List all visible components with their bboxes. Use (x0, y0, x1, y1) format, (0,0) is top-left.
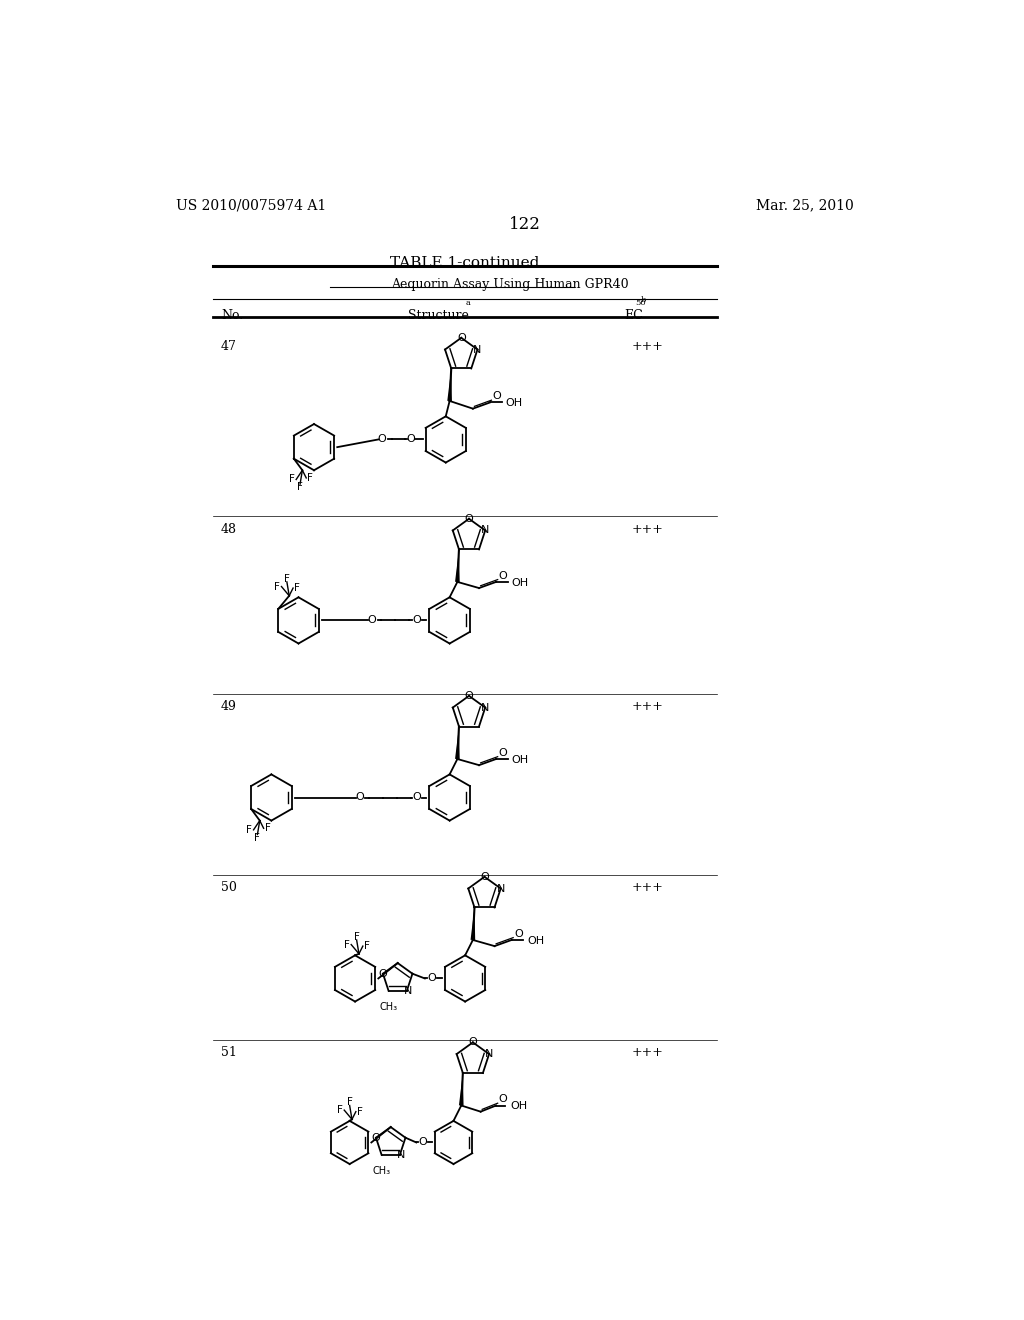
Text: Aequorin Assay Using Human GPR40: Aequorin Assay Using Human GPR40 (391, 277, 629, 290)
Text: CH₃: CH₃ (373, 1166, 391, 1176)
Text: O: O (412, 615, 421, 626)
Text: 50: 50 (221, 880, 237, 894)
Text: US 2010/0075974 A1: US 2010/0075974 A1 (176, 198, 327, 213)
Text: O: O (379, 969, 387, 978)
Text: O: O (418, 1138, 427, 1147)
Text: O: O (368, 615, 377, 626)
Text: EC: EC (624, 309, 643, 322)
Text: O: O (499, 1094, 507, 1105)
Text: 48: 48 (221, 523, 237, 536)
Text: Structure: Structure (408, 309, 468, 322)
Text: a: a (465, 298, 470, 306)
Text: N: N (485, 1049, 494, 1059)
Text: +++: +++ (632, 523, 664, 536)
Text: O: O (465, 690, 473, 701)
Text: F: F (297, 482, 303, 492)
Text: TABLE 1-continued: TABLE 1-continued (390, 256, 540, 271)
Text: F: F (347, 1097, 352, 1107)
Text: b: b (641, 296, 646, 304)
Text: O: O (427, 973, 436, 983)
Text: 47: 47 (221, 341, 237, 354)
Text: +++: +++ (632, 880, 664, 894)
Polygon shape (455, 726, 460, 759)
Text: O: O (499, 570, 507, 581)
Text: 50: 50 (636, 298, 646, 306)
Text: O: O (407, 434, 416, 445)
Text: N: N (481, 702, 489, 713)
Text: 51: 51 (221, 1047, 237, 1059)
Text: O: O (480, 871, 488, 882)
Text: OH: OH (512, 578, 528, 587)
Text: N: N (397, 1150, 406, 1160)
Text: N: N (481, 525, 489, 536)
Text: O: O (514, 929, 522, 939)
Text: F: F (289, 474, 295, 484)
Text: O: O (457, 333, 466, 343)
Text: N: N (404, 986, 413, 995)
Text: OH: OH (527, 936, 544, 945)
Text: O: O (465, 513, 473, 524)
Text: +++: +++ (632, 341, 664, 354)
Text: N: N (497, 883, 505, 894)
Text: F: F (294, 583, 300, 593)
Text: F: F (337, 1105, 342, 1115)
Polygon shape (455, 549, 460, 582)
Text: O: O (499, 748, 507, 758)
Text: 49: 49 (221, 700, 237, 713)
Text: O: O (372, 1133, 380, 1143)
Text: OH: OH (506, 399, 522, 408)
Text: F: F (353, 932, 359, 942)
Text: F: F (246, 825, 252, 834)
Text: O: O (355, 792, 365, 803)
Text: F: F (264, 824, 270, 833)
Text: F: F (364, 941, 370, 952)
Text: OH: OH (512, 755, 528, 764)
Text: O: O (493, 391, 501, 401)
Polygon shape (459, 1073, 464, 1106)
Text: O: O (412, 792, 421, 803)
Text: OH: OH (510, 1101, 527, 1111)
Text: CH₃: CH₃ (380, 1002, 397, 1011)
Polygon shape (471, 907, 475, 940)
Text: No.: No. (221, 309, 243, 322)
Text: F: F (307, 473, 313, 483)
Text: F: F (356, 1106, 362, 1117)
Text: F: F (344, 940, 349, 949)
Text: O: O (469, 1038, 477, 1047)
Text: Mar. 25, 2010: Mar. 25, 2010 (756, 198, 853, 213)
Text: O: O (378, 434, 387, 445)
Text: F: F (273, 582, 280, 591)
Text: +++: +++ (632, 700, 664, 713)
Text: +++: +++ (632, 1047, 664, 1059)
Text: F: F (255, 833, 260, 842)
Text: F: F (284, 574, 290, 583)
Text: N: N (473, 345, 481, 355)
Text: 122: 122 (509, 216, 541, 234)
Polygon shape (447, 368, 452, 401)
